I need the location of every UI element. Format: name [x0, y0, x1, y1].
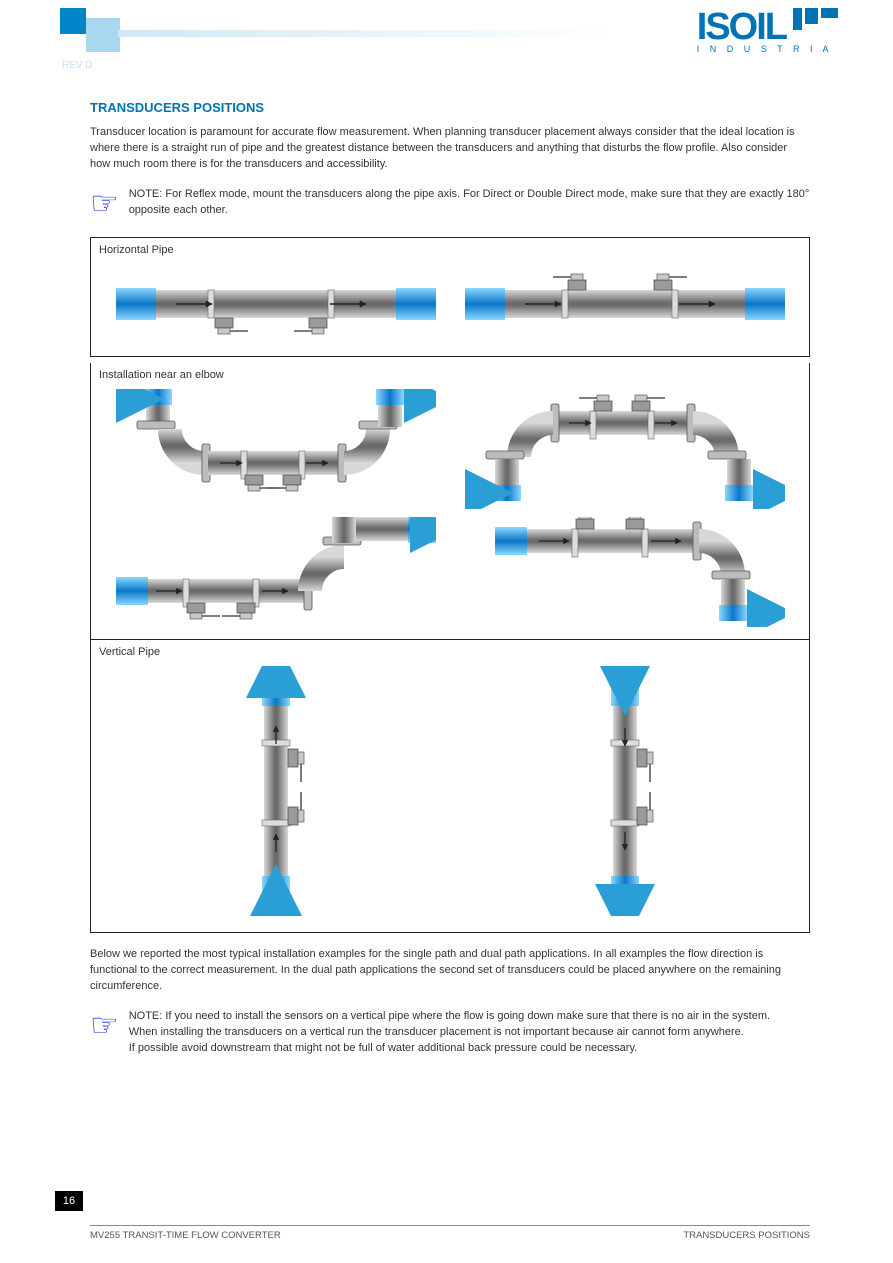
page-header: ISOIL I N D U S T R I A REV D	[0, 0, 893, 70]
diagram-elbow-uup	[465, 389, 785, 509]
note-1: ☞ NOTE: For Reflex mode, mount the trans…	[90, 187, 810, 219]
note-2: ☞ NOTE: If you need to install the senso…	[90, 1009, 810, 1057]
footer-right: TRANSDUCERS POSITIONS	[683, 1230, 810, 1241]
diagram-horizontal-direct	[465, 264, 785, 344]
intro-paragraph: Transducer location is paramount for acc…	[90, 125, 810, 173]
note-2-line1: NOTE: If you need to install the sensors…	[129, 1010, 770, 1022]
note-2-text: NOTE: If you need to install the sensors…	[129, 1009, 770, 1057]
page-footer: MV255 TRANSIT-TIME FLOW CONVERTER TRANSD…	[90, 1225, 810, 1241]
header-rule	[118, 30, 618, 37]
note-2-line3: If possible avoid downstream that might …	[129, 1042, 638, 1054]
footer-left: MV255 TRANSIT-TIME FLOW CONVERTER	[90, 1230, 281, 1241]
revision-label: REV D	[62, 60, 93, 71]
panel-vertical: Vertical Pipe	[90, 640, 810, 933]
diagram-vertical-up	[176, 666, 376, 916]
diagram-elbow-l1	[116, 517, 436, 627]
pointer-icon: ☞	[90, 1009, 119, 1041]
brand-logo: ISOIL I N D U S T R I A	[697, 8, 838, 54]
pointer-icon: ☞	[90, 187, 119, 219]
header-square-dark	[60, 8, 86, 34]
note-2-line2: When installing the transducers on a ver…	[129, 1026, 744, 1038]
diagram-elbow-udown	[116, 389, 436, 509]
panel-horizontal-label: Horizontal Pipe	[91, 238, 809, 258]
logo-subtext: I N D U S T R I A	[697, 44, 838, 54]
panel-elbow: Installation near an elbow	[90, 363, 810, 640]
closing-paragraph: Below we reported the most typical insta…	[90, 947, 810, 995]
header-square-light	[86, 18, 120, 52]
note-1-text: NOTE: For Reflex mode, mount the transdu…	[129, 187, 810, 219]
panel-vertical-label: Vertical Pipe	[91, 640, 809, 660]
diagram-vertical-down	[525, 666, 725, 916]
page-content: TRANSDUCERS POSITIONS Transducer locatio…	[90, 100, 810, 1074]
logo-text: ISOIL	[697, 6, 786, 48]
panel-horizontal: Horizontal Pipe	[90, 237, 810, 357]
section-title: TRANSDUCERS POSITIONS	[90, 100, 810, 115]
diagram-elbow-l2	[465, 517, 785, 627]
footer-rule	[90, 1225, 810, 1226]
diagram-horizontal-reflex	[116, 264, 436, 344]
panel-elbow-label: Installation near an elbow	[91, 363, 809, 383]
page-number: 16	[55, 1191, 83, 1211]
